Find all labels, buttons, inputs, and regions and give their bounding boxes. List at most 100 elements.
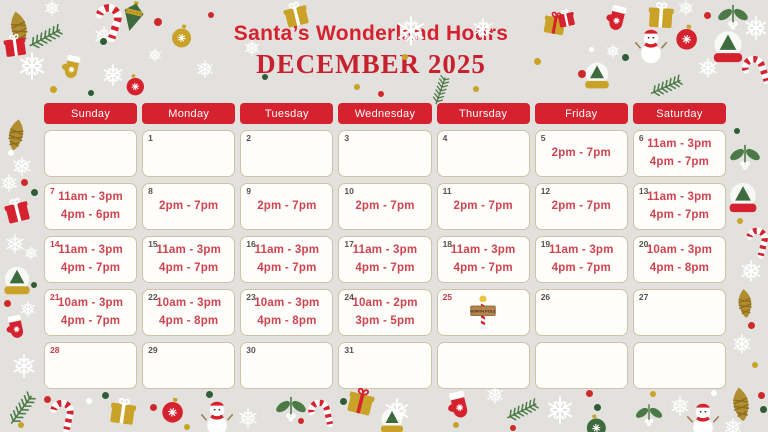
day-number: 3 [344,133,350,143]
day-number: 7 [50,186,55,196]
day-cell-7: 7 11am - 3pm 4pm - 6pm [44,183,138,230]
day-cell-1: 1 [142,130,236,177]
day-cell-3: 3 [338,130,432,177]
hours-text: 2pm - 7pm [551,200,611,213]
snowflake-icon [384,398,410,424]
pine-branch-icon [504,393,540,426]
hours-text: 11am - 3pm 4pm - 7pm [548,244,614,274]
day-cell-16: 16 11am - 3pm 4pm - 7pm [240,236,334,283]
calendar-grid: Sunday Monday Tuesday Wednesday Thursday Frid… [44,103,726,389]
day-cell-empty [632,342,726,389]
snowflake-icon [0,174,18,192]
weekday-header-tuesday: Tuesday [240,103,334,124]
day-number: 27 [638,292,649,302]
day-number: 24 [344,292,354,302]
day-number: 23 [246,292,256,302]
pine-branch-icon [0,389,41,427]
dot-icon [50,86,57,93]
day-cell-19: 19 11am - 3pm 4pm - 7pm [534,236,628,283]
dot-icon [586,390,593,397]
dot-icon [453,422,459,428]
dot-icon [758,392,765,399]
snowflake-icon [678,0,694,16]
dot-icon [760,406,767,413]
hours-text: 10am - 2pm 3pm - 5pm [352,297,418,327]
day-number: 6 [638,133,644,143]
day-number: 18 [442,239,453,249]
hours-text: 11am - 3pm 4pm - 7pm [352,244,418,274]
snow-globe-icon [726,180,760,216]
hours-text: 10am - 3pm 4pm - 8pm [254,297,320,327]
hours-text: 10am - 3pm 4pm - 7pm [57,297,124,327]
snow-globe-icon [378,406,406,432]
hours-text: 11am - 3pm 4pm - 7pm [254,244,320,274]
day-number: 2 [246,133,252,143]
dot-icon [31,189,38,196]
dot-icon [102,392,109,399]
hours-text: 11am - 3pm 4pm - 7pm [58,244,123,274]
snow-globe-icon [1,264,33,298]
dot-icon [206,391,213,398]
snowflake-icon [670,396,690,416]
day-number: 15 [148,239,158,249]
snowflake-icon [732,334,752,354]
day-number: 9 [246,186,252,196]
day-cell-9: 9 2pm - 7pm [240,183,334,230]
candy-cane-icon [303,395,337,432]
ornament-ball-icon [582,410,610,432]
dot-icon [184,424,190,430]
day-cell-22: 22 10am - 3pm 4pm - 8pm [142,289,236,336]
pinecone-icon [726,384,757,424]
day-cell-6: 6 11am - 3pm 4pm - 7pm [632,130,726,177]
day-cell-18: 18 11am - 3pm 4pm - 7pm [436,236,530,283]
dot-icon [510,425,516,431]
day-cell-empty [436,342,530,389]
dot-icon [473,86,479,92]
day-cell-empty [534,342,628,389]
dot-icon [4,300,11,307]
dot-icon [18,422,24,428]
day-number: 20 [638,239,649,249]
dot-icon [208,12,214,18]
mistletoe-icon [634,400,664,428]
day-number: 25 [442,292,453,302]
day-number: 11 [442,186,452,196]
day-cell-23: 23 10am - 3pm 4pm - 8pm [240,289,334,336]
weekday-header-sunday: Sunday [44,103,138,124]
dot-icon [298,418,304,424]
snowflake-icon [24,246,38,260]
hours-text: 10am - 3pm 4pm - 8pm [646,244,713,274]
day-number: 13 [638,186,649,196]
day-cell-29: 29 [142,342,236,389]
snowflake-icon [12,156,32,176]
dot-icon [748,322,755,329]
snowflake-icon [546,396,574,424]
day-cell-4: 4 [436,130,530,177]
day-cell-10: 10 2pm - 7pm [338,183,432,230]
north-pole-sign-icon: NORTH POLE [470,294,496,333]
weekday-header-thursday: Thursday [436,103,530,124]
dot-icon [88,90,94,96]
snowflake-icon [12,354,36,378]
snowflake-icon [20,301,36,317]
weekday-header-saturday: Saturday [632,103,726,124]
day-number: 19 [540,239,551,249]
day-cell-26: 26 [534,289,628,336]
day-cell-12: 12 2pm - 7pm [534,183,628,230]
dot-icon [44,396,51,403]
dot-icon [150,404,157,411]
day-number: 5 [540,133,546,143]
day-cell-13: 13 11am - 3pm 4pm - 7pm [632,183,726,230]
weekday-header-monday: Monday [142,103,236,124]
mitten-icon [440,387,478,428]
snowflake-icon [238,408,258,428]
hours-text: 2pm - 7pm [257,200,317,213]
day-number: 30 [246,345,256,355]
hours-text: 11am - 3pm 4pm - 7pm [647,191,712,221]
dot-icon [704,12,711,19]
month-title: DECEMBER 2025 [256,49,486,79]
day-number: 12 [540,186,551,196]
hours-text: 2pm - 7pm [551,147,611,160]
pinecone-icon [1,116,30,153]
